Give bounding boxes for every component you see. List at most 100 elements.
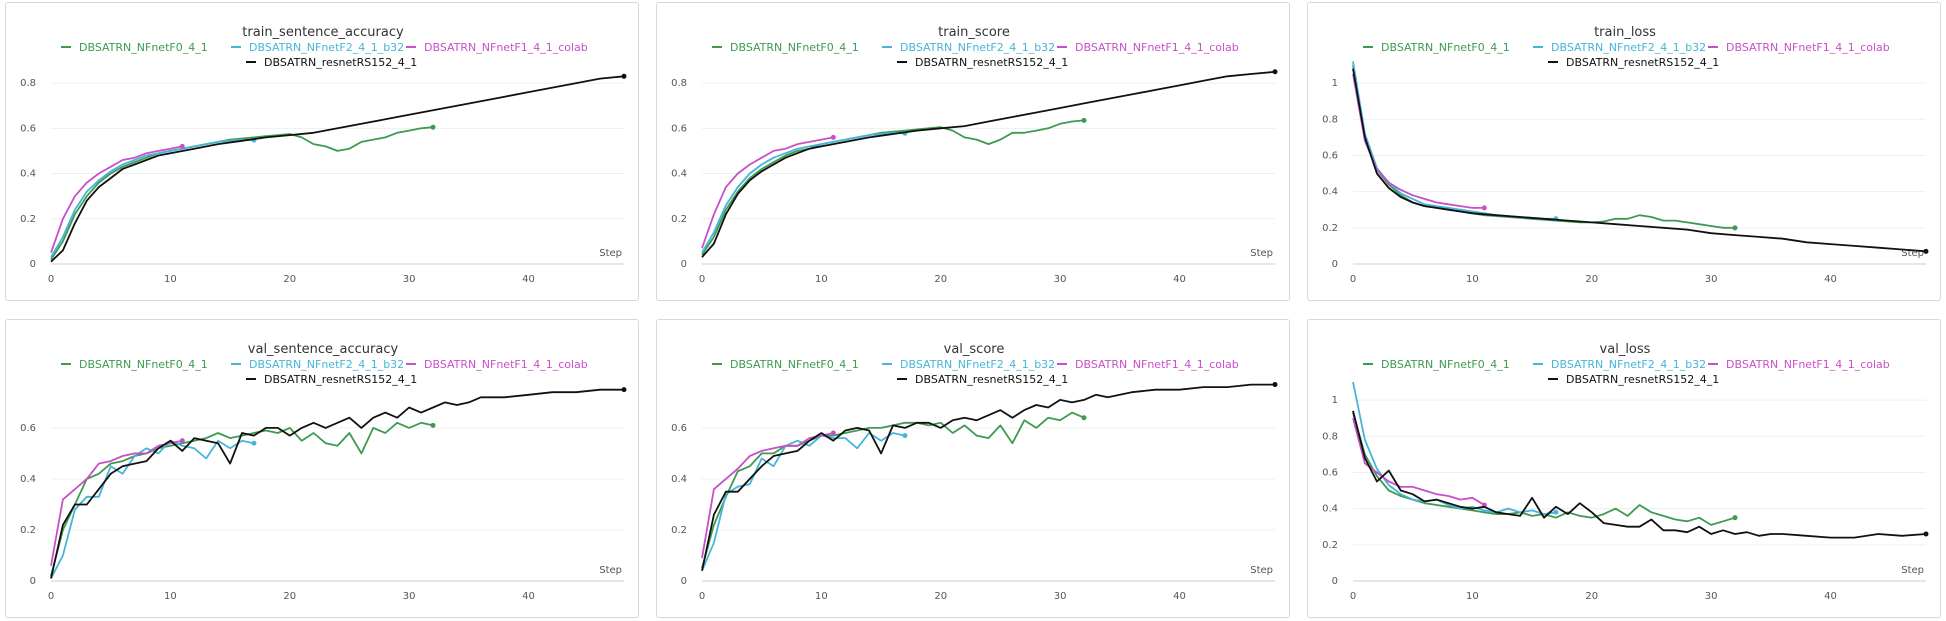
series-end-point [1081,415,1087,421]
chart-svg: train_score DBSATRN_NFnetF0_4_1 DBSATRN_NF… [671,25,1278,285]
y-tick-label: 0.8 [671,78,687,89]
y-tick-label: 0.6 [20,423,36,434]
x-tick-label: 40 [1824,591,1837,602]
series-end-point [830,134,836,140]
y-tick-label: 0.4 [20,474,36,485]
series-end-point [1553,509,1559,515]
legend-label[interactable]: DBSATRN_resnetRS152_4_1 [1566,373,1719,386]
x-tick-label: 20 [1585,591,1598,602]
chart-title: val_sentence_accuracy [248,342,399,357]
legend-label[interactable]: DBSATRN_resnetRS152_4_1 [264,373,417,386]
y-tick-label: 0.2 [20,214,36,225]
x-tick-label: 0 [1350,274,1356,285]
legend-label[interactable]: DBSATRN_NFnetF0_4_1 [1381,41,1510,54]
series-end-point [830,430,836,436]
y-tick-label: 0 [681,259,687,270]
x-tick-label: 30 [1054,274,1067,285]
legend-label[interactable]: DBSATRN_NFnetF2_4_1_b32 [1551,358,1706,371]
legend-label[interactable]: DBSATRN_NFnetF2_4_1_b32 [249,41,404,54]
x-tick-label: 10 [164,274,177,285]
y-tick-label: 0.6 [671,123,687,134]
chart-title: train_loss [1594,25,1656,40]
series-line-dbsatrn-nfnetf0-4-1 [701,411,1085,569]
y-tick-label: 0.6 [671,423,687,434]
legend-label[interactable]: DBSATRN_NFnetF2_4_1_b32 [1551,41,1706,54]
series-end-point [621,73,627,79]
x-tick-label: 40 [522,274,535,285]
y-tick-label: 0.4 [671,474,687,485]
x-tick-label: 10 [815,591,828,602]
x-tick-label: 40 [1173,274,1186,285]
x-tick-label: 40 [522,591,535,602]
x-tick-label: 10 [164,591,177,602]
y-tick-label: 0.2 [671,525,687,536]
y-tick-label: 0 [1332,576,1338,587]
chart-title: val_score [944,342,1005,357]
y-tick-label: 0.2 [20,525,36,536]
legend-label[interactable]: DBSATRN_NFnetF2_4_1_b32 [249,358,404,371]
series-line-dbsatrn-nfnetf1-4-1-colab [50,145,183,253]
legend-label[interactable]: DBSATRN_NFnetF0_4_1 [79,358,208,371]
series-line-dbsatrn-nfnetf0-4-1 [50,126,434,260]
legend-label[interactable]: DBSATRN_NFnetF1_4_1_colab [1075,41,1239,54]
chart-panel-val-loss: val_loss DBSATRN_NFnetF0_4_1 DBSATRN_NFnet… [1307,319,1941,618]
legend-label[interactable]: DBSATRN_NFnetF0_4_1 [1381,358,1510,371]
x-tick-label: 30 [403,591,416,602]
series-line-dbsatrn-nfnetf1-4-1-colab [1352,73,1485,209]
series-line-dbsatrn-nfnetf2-4-1-b32 [50,138,254,258]
series-line-dbsatrn-nfnetf2-4-1-b32 [701,432,906,572]
x-tick-label: 10 [1466,591,1479,602]
legend-label[interactable]: DBSATRN_resnetRS152_4_1 [915,373,1068,386]
x-tick-label: 20 [934,591,947,602]
series-end-point [1923,531,1929,537]
y-tick-label: 0.8 [1322,114,1338,125]
y-tick-label: 0 [681,576,687,587]
y-tick-label: 0.6 [1322,467,1338,478]
legend-label[interactable]: DBSATRN_NFnetF1_4_1_colab [1726,41,1890,54]
chart-title: train_sentence_accuracy [242,25,404,40]
series-end-point [902,433,908,439]
legend-label[interactable]: DBSATRN_NFnetF1_4_1_colab [424,358,588,371]
series-line-dbsatrn-nfnetf1-4-1-colab [1352,417,1485,506]
chart-panel-train-sentence-accuracy: train_sentence_accuracy DBSATRN_NFnetF0_4… [5,2,639,301]
x-tick-label: 30 [1705,591,1718,602]
y-tick-label: 0.2 [1322,223,1338,234]
legend-label[interactable]: DBSATRN_NFnetF1_4_1_colab [424,41,588,54]
legend-label[interactable]: DBSATRN_NFnetF1_4_1_colab [1726,358,1890,371]
series-end-point [1481,205,1487,211]
legend-label[interactable]: DBSATRN_NFnetF1_4_1_colab [1075,358,1239,371]
legend-label[interactable]: DBSATRN_NFnetF0_4_1 [730,41,859,54]
series-line-dbsatrn-resnetrs152-4-1 [1352,410,1927,539]
x-axis-label: Step [599,248,622,259]
y-tick-label: 0.4 [20,169,36,180]
legend-label[interactable]: DBSATRN_NFnetF0_4_1 [730,358,859,371]
legend-label[interactable]: DBSATRN_resnetRS152_4_1 [1566,56,1719,69]
y-tick-label: 0.8 [20,78,36,89]
series-end-point [179,438,185,444]
legend-label[interactable]: DBSATRN_NFnetF2_4_1_b32 [900,41,1055,54]
series-line-dbsatrn-nfnetf1-4-1-colab [50,439,183,566]
series-end-point [1732,515,1738,521]
x-tick-label: 0 [699,591,705,602]
legend-label[interactable]: DBSATRN_NFnetF0_4_1 [79,41,208,54]
series-end-point [1272,382,1278,388]
y-tick-label: 1 [1332,395,1338,406]
series-line-dbsatrn-nfnetf0-4-1 [1352,412,1736,526]
series-line-dbsatrn-resnetrs152-4-1 [50,388,624,579]
x-tick-label: 20 [1585,274,1598,285]
x-axis-label: Step [1250,565,1273,576]
series-line-dbsatrn-nfnetf1-4-1-colab [701,432,834,559]
series-end-point [430,422,436,428]
legend-label[interactable]: DBSATRN_resnetRS152_4_1 [264,56,417,69]
series-line-dbsatrn-nfnetf0-4-1 [701,119,1085,256]
legend-label[interactable]: DBSATRN_resnetRS152_4_1 [915,56,1068,69]
x-axis-label: Step [1901,565,1924,576]
chart-svg: val_loss DBSATRN_NFnetF0_4_1 DBSATRN_NFnet… [1322,342,1929,602]
chart-panel-val-score: val_score DBSATRN_NFnetF0_4_1 DBSATRN_NFne… [656,319,1290,618]
legend-label[interactable]: DBSATRN_NFnetF2_4_1_b32 [900,358,1055,371]
y-tick-label: 0.4 [671,169,687,180]
x-tick-label: 40 [1824,274,1837,285]
x-tick-label: 0 [1350,591,1356,602]
chart-svg: val_score DBSATRN_NFnetF0_4_1 DBSATRN_NFne… [671,342,1278,602]
series-line-dbsatrn-nfnetf2-4-1-b32 [1352,61,1556,220]
